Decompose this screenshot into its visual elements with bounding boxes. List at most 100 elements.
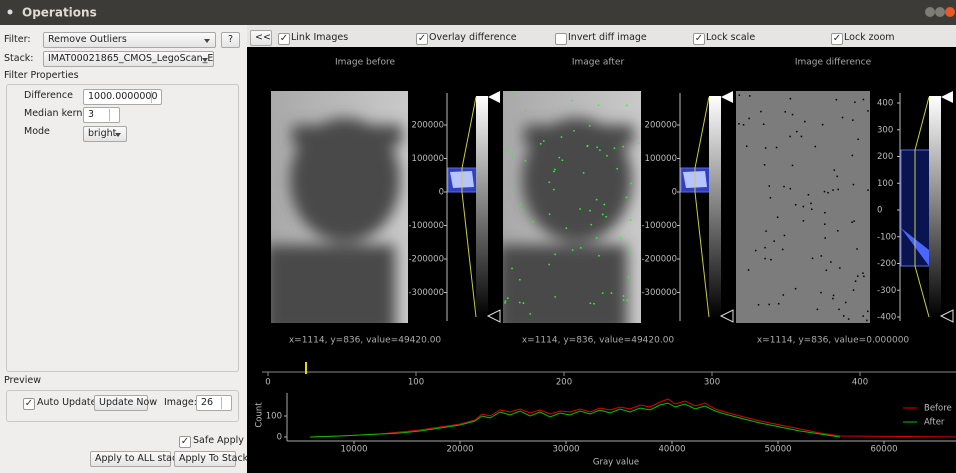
filter-properties-title: Filter Properties (4, 68, 79, 83)
difference-dot (827, 192, 829, 194)
outlier-dot (549, 213, 551, 215)
hist-x-tick-label: 50000 (764, 445, 791, 455)
difference-dot (760, 111, 762, 113)
difference-dot (777, 217, 779, 219)
colorbar-tick-label: 0 (439, 188, 444, 198)
hist-x-tick-label: 20000 (446, 445, 473, 455)
colorbar-tick-label: 200 (877, 152, 893, 162)
difference-dot (812, 258, 814, 260)
mode-combo[interactable]: bright (83, 126, 127, 142)
outlier-dot (554, 169, 556, 171)
status-text: x=1114, y=836, value=49420.00 (289, 336, 442, 346)
outlier-dot (532, 221, 534, 223)
outlier-dot (623, 295, 625, 297)
difference-dot (862, 272, 864, 274)
colorbar-tick-label: 0 (672, 188, 677, 198)
colorbar-tick-label: 200000 (645, 121, 677, 131)
difference-dot (824, 237, 826, 239)
slider-tick-label: 100 (408, 378, 424, 388)
legend-label: Before (924, 404, 952, 414)
difference-dot (749, 95, 751, 97)
outlier-dot (562, 159, 564, 161)
difference-dot (836, 176, 838, 178)
difference-dot (776, 147, 778, 149)
difference-dot (796, 131, 798, 133)
difference-dot (778, 303, 780, 305)
stack-label: Stack: (4, 51, 34, 66)
difference-dot (739, 94, 741, 96)
toolbar-checkbox[interactable] (831, 33, 843, 45)
colorbar-tick-label: 100000 (645, 154, 677, 164)
minimize-button[interactable] (925, 7, 935, 17)
outlier-dot (630, 219, 632, 221)
region-line (462, 97, 476, 317)
panel-title: Image difference (795, 58, 872, 68)
colorbar-tick-label: -100000 (408, 221, 444, 231)
hist-x-tick-label: 30000 (552, 445, 579, 455)
outlier-dot (521, 209, 523, 211)
colorbar-tick-label: -300000 (408, 288, 444, 298)
stack-combo[interactable]: IMAT00021865_CMOS_LegoScan_EquiD (43, 51, 214, 67)
outlier-dot (579, 208, 581, 210)
apply-all-button[interactable]: Apply to ALL stacks (90, 451, 171, 467)
level-handle-bottom (488, 310, 500, 322)
colorbar-tick-label: -200 (877, 259, 896, 269)
difference-dot (770, 197, 772, 199)
apply-stack-button[interactable]: Apply To Stack (174, 451, 236, 467)
outlier-dot (626, 196, 628, 198)
property-label: Difference (24, 88, 73, 103)
difference-dot (863, 99, 865, 101)
difference-spinbox[interactable]: 1000.0000000 (83, 89, 162, 105)
title-bar (0, 0, 956, 25)
auto-update-label: Auto Update (37, 395, 96, 410)
slider-tick-label: 300 (704, 378, 720, 388)
maximize-button[interactable] (935, 7, 945, 17)
hist-y-tick-label: 0 (277, 433, 282, 443)
toolbar-checkbox[interactable] (693, 33, 705, 45)
difference-dot (834, 169, 836, 171)
difference-dot (853, 289, 855, 291)
region-line (695, 97, 709, 317)
image-before (265, 91, 408, 335)
image-difference (736, 91, 870, 323)
colorbar-tick-label: 400 (877, 99, 893, 109)
update-now-button[interactable]: Update Now (94, 395, 148, 411)
difference-dot (782, 249, 784, 251)
difference-dot (836, 99, 838, 101)
outlier-dot (504, 300, 506, 302)
outlier-dot (525, 160, 527, 162)
toolbar-checkbox[interactable] (555, 33, 567, 45)
help-button[interactable]: ? (221, 32, 240, 48)
difference-dot (837, 230, 839, 232)
difference-dot (738, 123, 740, 125)
outlier-dot (599, 149, 601, 151)
outlier-dot (598, 104, 600, 106)
histogram-before (310, 399, 956, 437)
toolbar-checkbox[interactable] (278, 33, 290, 45)
hist-y-label: Count (255, 402, 265, 428)
outlier-dot (616, 168, 618, 170)
difference-dot (765, 230, 767, 232)
difference-dot (837, 189, 839, 191)
image-spinbox[interactable]: 26 (196, 395, 232, 411)
median-kernel-spinbox[interactable]: 3 (83, 107, 120, 123)
close-button[interactable] (945, 7, 955, 17)
auto-update-checkbox[interactable] (23, 398, 35, 410)
outlier-dot (628, 276, 630, 278)
difference-dot (817, 309, 819, 311)
colorbar-tick-label: 200000 (412, 121, 444, 131)
toolbar-checkbox[interactable] (416, 33, 428, 45)
safe-apply-checkbox[interactable] (179, 436, 191, 448)
collapse-button[interactable]: << (250, 30, 272, 46)
outlier-dot (515, 185, 517, 187)
difference-dot (867, 110, 869, 112)
difference-dot (867, 189, 869, 191)
gradient-bar (709, 96, 721, 318)
outlier-dot (590, 224, 592, 226)
filter-combo[interactable]: Remove Outliers (43, 32, 216, 48)
difference-dot (811, 209, 813, 211)
colorbar-tick-label: 300 (877, 125, 893, 135)
level-handle-top (721, 91, 733, 103)
outlier-dot (519, 279, 521, 281)
difference-dot (826, 270, 828, 272)
